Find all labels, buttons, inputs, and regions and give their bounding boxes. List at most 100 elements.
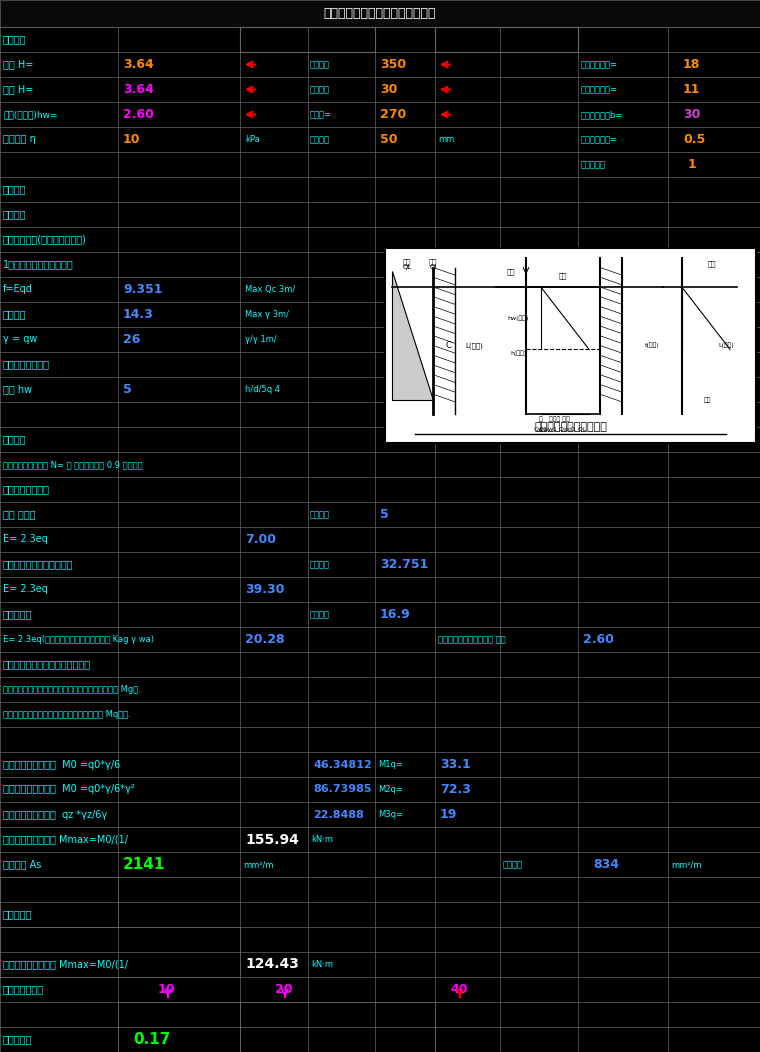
Text: 纵向压缩: 纵向压缩	[3, 309, 27, 320]
Text: 30: 30	[683, 108, 701, 121]
Text: 33.1: 33.1	[440, 758, 470, 771]
Text: 加载情况: 加载情况	[3, 209, 27, 220]
Text: 输配结果: 输配结果	[3, 434, 27, 445]
Text: 1、根据受弯配筋计算一侧: 1、根据受弯配筋计算一侧	[3, 260, 74, 269]
Text: E= 2.3eq: E= 2.3eq	[3, 585, 48, 594]
Text: 主筋保护层厚b=: 主筋保护层厚b=	[581, 110, 623, 119]
Text: 侧压力合力及合计: 侧压力合力及合计	[3, 485, 50, 494]
Text: 20.28: 20.28	[245, 633, 285, 646]
Text: 墙高 H=: 墙高 H=	[3, 60, 33, 69]
Text: 20: 20	[275, 983, 293, 996]
Text: 7.00: 7.00	[245, 533, 276, 546]
Text: 七、交叉等效设计值及剪力设计值: 七、交叉等效设计值及剪力设计值	[3, 660, 91, 669]
Text: 10: 10	[123, 133, 141, 146]
Bar	[435, 27, 578, 52]
Text: 配筋率确认: 配筋率确认	[3, 1034, 33, 1045]
Text: 一侧配筋 As: 一侧配筋 As	[3, 859, 41, 870]
Text: 1: 1	[688, 158, 697, 171]
Text: 22.8488: 22.8488	[313, 809, 364, 820]
Text: 3.64: 3.64	[123, 83, 154, 96]
Text: 14.3: 14.3	[123, 308, 154, 321]
Text: 注意：人防截面数值 N= 中 的系数取值为 0.9 特殊配筋: 注意：人防截面数值 N= 中 的系数取值为 0.9 特殊配筋	[3, 460, 143, 469]
Bar	[118, 1002, 240, 1052]
Text: t(清楚): t(清楚)	[644, 343, 660, 348]
Text: 超土土 荷载: 超土土 荷载	[549, 417, 570, 423]
Text: mm²/m: mm²/m	[243, 859, 274, 869]
Text: E= 2.3eq(基底二倍深度处的主动侧压力 Kag γ wa): E= 2.3eq(基底二倍深度处的主动侧压力 Kag γ wa)	[3, 635, 154, 644]
Text: Qpw1 Qpd1 QL: Qpw1 Qpd1 QL	[540, 427, 587, 432]
Text: 19: 19	[440, 808, 458, 821]
Text: 墙距二倍深度处主动侧压力上平支截面弯矩数 Mq分力.: 墙距二倍深度处主动侧压力上平支截面弯矩数 Mq分力.	[3, 710, 131, 719]
Text: 剪切力=: 剪切力=	[310, 110, 332, 119]
Bar	[240, 27, 375, 52]
Text: 荷载: 荷载	[708, 260, 716, 267]
Text: 以距超配筋间距: 以距超配筋间距	[3, 985, 44, 994]
Text: 地面: 地面	[559, 272, 567, 279]
Text: 270: 270	[380, 108, 407, 121]
Text: 39.30: 39.30	[245, 583, 284, 596]
Text: 155.94: 155.94	[245, 832, 299, 847]
Text: 10: 10	[158, 983, 176, 996]
Text: γ = qw: γ = qw	[3, 335, 37, 344]
Text: L(清楚): L(清楚)	[465, 342, 483, 349]
Text: 标准大荷: 标准大荷	[310, 560, 330, 569]
Polygon shape	[392, 271, 433, 400]
Text: M2q=: M2q=	[378, 785, 403, 794]
Text: Qw1: Qw1	[534, 427, 548, 432]
Text: h(土高): h(土高)	[511, 350, 527, 356]
Text: 墙厚 hw: 墙厚 hw	[3, 384, 32, 394]
Text: 50: 50	[380, 133, 397, 146]
Text: f=Eqd: f=Eqd	[3, 284, 33, 295]
Text: 弯矩力强于最高超载分布荷载合并后平支截面弯矩数 Mg力.: 弯矩力强于最高超载分布荷载合并后平支截面弯矩数 Mg力.	[3, 685, 141, 694]
Text: 大高(距顶面)hw=: 大高(距顶面)hw=	[3, 110, 58, 119]
Bar	[0, 0, 760, 27]
Text: 30: 30	[380, 83, 397, 96]
Text: 5: 5	[380, 508, 389, 521]
Text: hw(土高): hw(土高)	[508, 316, 529, 321]
Text: 9.351: 9.351	[123, 283, 163, 296]
Text: 荷载: 荷载	[403, 259, 411, 265]
Text: 40: 40	[450, 983, 467, 996]
Text: 载次入系数: 载次入系数	[581, 160, 606, 169]
Text: 荷载: 荷载	[429, 259, 438, 265]
Text: 净高 H=: 净高 H=	[3, 84, 33, 95]
Text: C: C	[445, 341, 451, 350]
Text: 主筋保护层厚=: 主筋保护层厚=	[581, 60, 618, 69]
Text: 32.751: 32.751	[380, 558, 429, 571]
Text: γ/γ 1m/: γ/γ 1m/	[245, 335, 277, 344]
Text: 基础配筋计算(悬臂式外墙计算): 基础配筋计算(悬臂式外墙计算)	[3, 235, 87, 244]
Bar	[240, 1002, 435, 1052]
Text: 2.60: 2.60	[583, 633, 614, 646]
Text: 标准大荷: 标准大荷	[310, 510, 330, 519]
Text: kN·m: kN·m	[311, 960, 333, 969]
Text: 46.34812: 46.34812	[313, 760, 372, 769]
Text: 以最超截面最大弯矩 Mmax=M0/(1/: 以最超截面最大弯矩 Mmax=M0/(1/	[3, 834, 128, 845]
Text: 0.5: 0.5	[683, 133, 705, 146]
Text: 压力强度系数=: 压力强度系数=	[581, 135, 618, 144]
Text: Max Qc 3m/: Max Qc 3m/	[245, 285, 295, 294]
Text: 截面厚度: 截面厚度	[310, 85, 330, 94]
Text: 18: 18	[683, 58, 701, 70]
Text: 弯矩标准值计算及合力弯矩: 弯矩标准值计算及合力弯矩	[3, 560, 74, 569]
Text: 悬臂地下室外墙计算书（含人防）: 悬臂地下室外墙计算书（含人防）	[324, 7, 436, 20]
Bar	[0, 927, 240, 977]
Text: 2.60: 2.60	[123, 108, 154, 121]
Text: 以最超截面最大弯矩 Mmax=M0/(1/: 以最超截面最大弯矩 Mmax=M0/(1/	[3, 959, 128, 970]
Text: 834: 834	[593, 858, 619, 871]
Text: QI: QI	[429, 264, 437, 270]
Text: 悬臂地下室外墙计算简图: 悬臂地下室外墙计算简图	[534, 423, 607, 432]
Text: 输配结果确: 输配结果确	[3, 910, 33, 919]
Text: 截面尺寸: 截面尺寸	[3, 35, 27, 44]
Text: mm²/m: mm²/m	[671, 859, 701, 869]
Text: 侧压力合力及压力: 侧压力合力及压力	[3, 360, 50, 369]
Text: 0.17: 0.17	[133, 1032, 170, 1047]
Text: 一侧保护层厚=: 一侧保护层厚=	[581, 85, 618, 94]
Text: kPa: kPa	[245, 135, 260, 144]
Text: 截面厚度: 截面厚度	[310, 60, 330, 69]
Text: E= 2.3eq: E= 2.3eq	[3, 534, 48, 545]
Text: 11: 11	[683, 83, 701, 96]
Text: 350: 350	[380, 58, 406, 70]
Text: 地面: 地面	[507, 268, 515, 275]
Text: 3.64: 3.64	[123, 58, 154, 70]
Text: 2141: 2141	[123, 857, 166, 872]
